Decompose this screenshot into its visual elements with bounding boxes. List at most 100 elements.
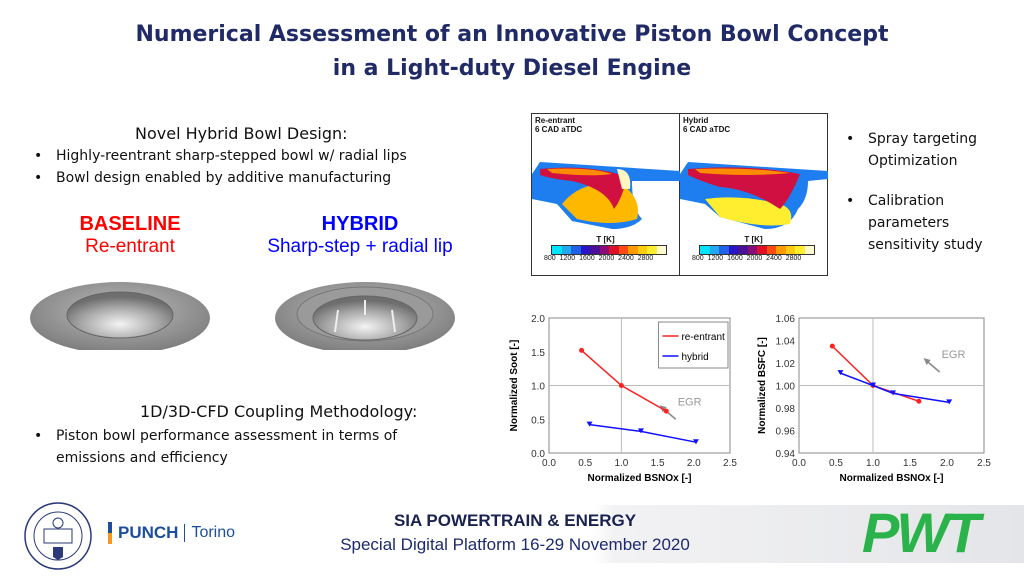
- colorbar-ticks: 800 1200 1600 2000 2400 2800: [544, 255, 654, 262]
- y-tick-label: 1.0: [531, 382, 545, 393]
- x-tick-label: 1.0: [866, 458, 880, 469]
- x-tick-label: 0.5: [578, 458, 592, 469]
- bsfc-chart: 0.0 0.5 1.0 1.5 2.0 2.5 0.94 0.96 0.98 1.00 1.02 1.…: [757, 314, 991, 484]
- data-point: [579, 347, 585, 353]
- colorbar-cell: [637, 246, 647, 254]
- y-axis-label: Normalized BSFC [-]: [757, 337, 768, 434]
- colorbar-cell: [656, 246, 666, 254]
- hybrid-bowl-image: [275, 282, 455, 350]
- colorbar-cell: [804, 246, 814, 254]
- y-tick-label: 1.5: [531, 348, 545, 359]
- footer-event-subtitle: Special Digital Platform 16-29 November …: [340, 535, 690, 554]
- baseline-label: BASELINE Re-entrant: [40, 213, 220, 258]
- colorbar: [551, 245, 667, 255]
- colorbar-cell: [728, 246, 738, 254]
- punch-name: PUNCH: [118, 523, 179, 542]
- data-point: [586, 421, 593, 427]
- y-tick-label: 1.06: [776, 314, 796, 325]
- hybrid-label: HYBRID Sharp-step + radial lip: [240, 213, 480, 258]
- y-tick-label: 1.04: [776, 337, 796, 348]
- soot-chart: 0.0 0.5 1.0 1.5 2.0 2.5 0.0 0.5 1.0 1.5 2.0 Normali…: [509, 314, 737, 484]
- title-line-1: Numerical Assessment of an Innovative Pi…: [135, 22, 889, 47]
- data-point: [637, 428, 644, 434]
- baseline-title: BASELINE: [79, 213, 181, 235]
- colorbar-cell: [571, 246, 581, 254]
- data-point: [663, 408, 669, 414]
- data-point: [946, 399, 953, 405]
- colorbar-cell: [552, 246, 562, 254]
- x-tick-label: 1.5: [903, 458, 917, 469]
- x-tick-label: 2.5: [723, 458, 737, 469]
- bullet: Highly-reentrant sharp-stepped bowl w/ r…: [30, 145, 407, 167]
- colorbar-cell: [719, 246, 729, 254]
- temperature-field-image: [532, 162, 680, 229]
- hybrid-title: HYBRID: [321, 213, 399, 235]
- x-tick-label: 2.0: [687, 458, 701, 469]
- y-tick-label: 0.98: [776, 404, 796, 415]
- y-tick-label: 0.94: [776, 449, 796, 460]
- cfd-temperature-figure: Re-entrant 6 CAD aTDC T [K] 800 1200 1600…: [531, 113, 828, 276]
- colorbar-cell: [580, 246, 590, 254]
- design-heading: Novel Hybrid Bowl Design:: [135, 124, 348, 143]
- data-point: [829, 343, 835, 349]
- footer-band: PUNCH Torino SIA POWERTRAIN & ENERGY Spe…: [0, 502, 1024, 570]
- y-tick-label: 0.96: [776, 427, 796, 438]
- x-tick-label: 1.5: [651, 458, 665, 469]
- punch-sub: Torino: [191, 524, 236, 541]
- design-bullets: Highly-reentrant sharp-stepped bowl w/ r…: [30, 145, 407, 189]
- colorbar-cell: [609, 246, 619, 254]
- hybrid-subtitle: Sharp-step + radial lip: [267, 236, 453, 257]
- legend-label: re-entrant: [681, 332, 725, 343]
- right-bullets: Spray targeting Optimization Calibration…: [842, 128, 1022, 274]
- egr-annotation: EGR: [678, 396, 702, 408]
- temperature-field-image: [680, 162, 828, 229]
- x-tick-label: 1.0: [614, 458, 628, 469]
- panel-time: 6 CAD aTDC: [535, 125, 583, 134]
- x-tick-label: 0.0: [542, 458, 556, 469]
- x-tick-label: 0.5: [829, 458, 843, 469]
- punch-mark-icon: [108, 522, 112, 544]
- colorbar: [699, 245, 815, 255]
- colorbar-cell: [776, 246, 786, 254]
- coupling-bullets: Piston bowl performance assessment in te…: [30, 425, 470, 469]
- y-tick-label: 1.02: [776, 359, 796, 370]
- data-point: [618, 383, 624, 388]
- data-point: [916, 398, 922, 404]
- colorbar-cell: [795, 246, 805, 254]
- series-line-1: [840, 372, 950, 404]
- colorbar-ticks: 800 1200 1600 2000 2400 2800: [692, 255, 802, 262]
- colorbar-cell: [618, 246, 628, 254]
- x-axis-label: Normalized BSNOx [-]: [840, 473, 944, 484]
- colorbar-cell: [647, 246, 657, 254]
- egr-annotation: EGR: [942, 349, 966, 361]
- slide-title: Numerical Assessment of an Innovative Pi…: [0, 18, 1024, 86]
- colorbar-cell: [738, 246, 748, 254]
- x-tick-label: 2.5: [977, 458, 991, 469]
- y-tick-label: 2.0: [531, 314, 545, 325]
- piston-bowl-renders: [30, 282, 455, 350]
- colorbar-cell: [747, 246, 757, 254]
- y-tick-label: 0.5: [531, 415, 545, 426]
- bullet: Bowl design enabled by additive manufact…: [30, 167, 407, 189]
- colorbar-cell: [599, 246, 609, 254]
- panel-name: Hybrid: [683, 116, 709, 125]
- bullet: Calibration parameters sensitivity study: [842, 190, 1022, 256]
- colorbar-cell: [561, 246, 571, 254]
- bullet: Piston bowl performance assessment in te…: [30, 425, 470, 469]
- legend-label: hybrid: [681, 352, 708, 363]
- colorbar-cell: [766, 246, 776, 254]
- data-point: [692, 439, 699, 445]
- legend-box: [657, 321, 729, 369]
- baseline-bowl-image: [30, 282, 210, 350]
- colorbar-cell: [590, 246, 600, 254]
- colorbar-cell: [785, 246, 795, 254]
- colorbar-title: T [K]: [744, 235, 763, 244]
- panel-name: Re-entrant: [535, 116, 576, 125]
- title-line-2: in a Light-duty Diesel Engine: [332, 56, 692, 81]
- x-tick-label: 0.0: [792, 458, 806, 469]
- colorbar-cell: [628, 246, 638, 254]
- panel-time: 6 CAD aTDC: [683, 125, 731, 134]
- punch-logo: PUNCH Torino: [108, 522, 235, 544]
- cfd-panel-reentrant: Re-entrant 6 CAD aTDC T [K] 800 1200 1600…: [532, 114, 680, 275]
- y-axis-label: Normalized Soot [-]: [509, 340, 520, 432]
